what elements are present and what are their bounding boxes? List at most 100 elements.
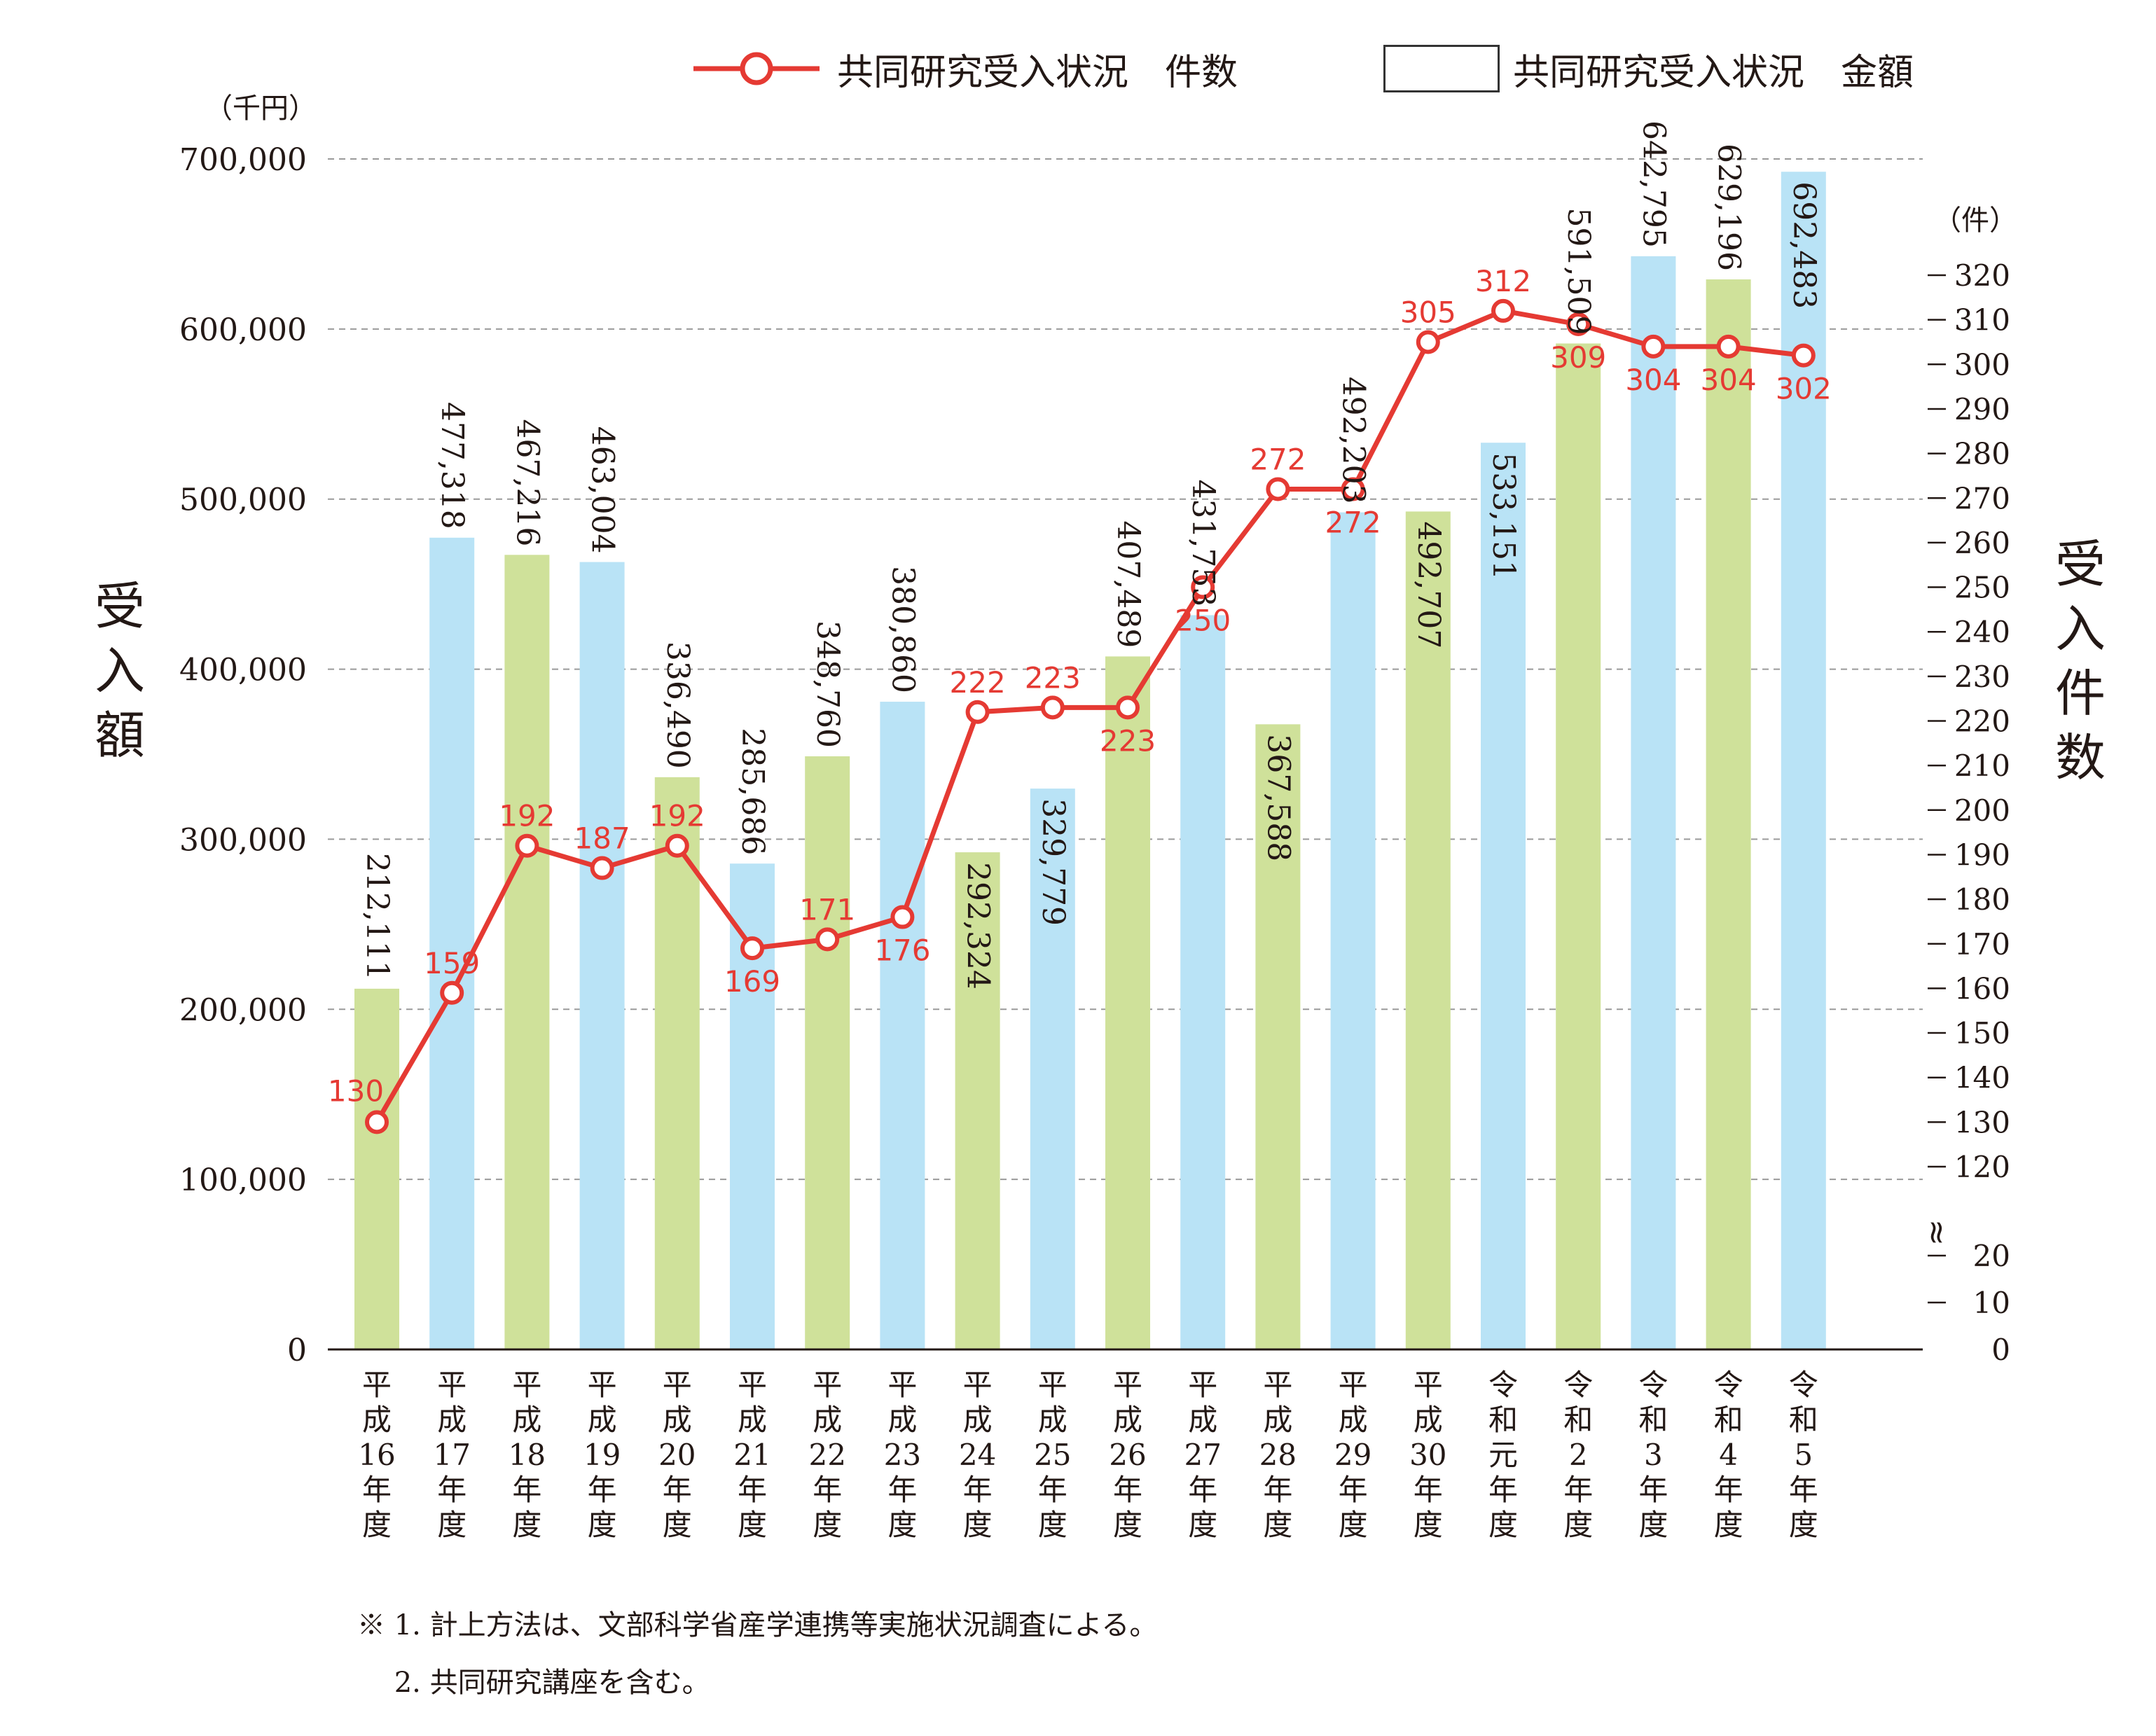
count-value-label: 171	[799, 892, 855, 926]
bar	[1481, 443, 1526, 1349]
category-label: 平	[963, 1368, 993, 1402]
bar	[805, 756, 850, 1349]
category-label: 年	[738, 1473, 767, 1507]
count-value-label: 272	[1250, 443, 1306, 477]
category-label: 16	[358, 1438, 395, 1472]
bar-value-label: 380,860	[885, 566, 920, 693]
bar	[1030, 789, 1075, 1349]
count-point	[590, 856, 614, 880]
legend-item-amount: 共同研究受入状況 金額	[1513, 41, 1914, 97]
category-label: 平	[738, 1368, 767, 1402]
category-label: 度	[1638, 1508, 1668, 1542]
category-label: 5	[1794, 1438, 1813, 1472]
count-value-label: 222	[950, 665, 1006, 700]
count-value-label: 223	[1100, 723, 1156, 758]
category-label: 度	[362, 1508, 392, 1542]
left-axis-unit: （千円）	[205, 92, 317, 125]
bar-value-label: 467,216	[509, 419, 545, 546]
category-label: 成	[1188, 1403, 1217, 1437]
left-tick-label: 400,000	[179, 653, 307, 688]
category-label: 平	[1113, 1368, 1142, 1402]
left-axis-title: 受 入 額	[88, 574, 151, 768]
category-label: 令	[1714, 1368, 1743, 1402]
right-tick-label: 220	[1954, 704, 2010, 739]
category-label: 年	[663, 1473, 692, 1507]
bar-value-label: 348,760	[810, 620, 845, 748]
bar	[1105, 656, 1150, 1349]
count-value-label: 130	[328, 1074, 384, 1108]
category-label: 和	[1563, 1403, 1593, 1437]
category-label: 22	[808, 1438, 845, 1472]
legend-label-amount: 共同研究受入状況 金額	[1513, 51, 1914, 94]
count-value-label: 192	[499, 799, 555, 833]
legend-label-count: 共同研究受入状況 件数	[837, 51, 1238, 94]
count-point	[1566, 312, 1591, 337]
bar	[579, 562, 625, 1349]
bar-value-label: 642,795	[1636, 120, 1671, 248]
category-label: 21	[733, 1438, 771, 1472]
category-label: 平	[813, 1368, 842, 1402]
count-point	[1491, 298, 1515, 323]
category-label: 度	[1263, 1508, 1292, 1542]
count-value-label: 304	[1625, 363, 1681, 397]
category-label: 平	[663, 1368, 692, 1402]
footnote-2: 2. 共同研究講座を含む。	[357, 1667, 710, 1699]
axis-break-symbol: ≈	[1919, 1219, 1956, 1247]
count-point	[665, 833, 689, 858]
right-tick-label: 260	[1954, 526, 2010, 560]
category-label: 20	[658, 1438, 696, 1472]
count-point	[440, 980, 464, 1005]
category-label: 年	[1263, 1473, 1292, 1507]
bar-value-label: 477,318	[434, 402, 470, 529]
right-tick-label: 320	[1954, 258, 2010, 293]
bar-value-label: 431,753	[1185, 480, 1221, 607]
right-tick-label: 20	[1973, 1239, 2010, 1273]
category-label: 成	[1038, 1403, 1067, 1437]
category-label: 18	[509, 1438, 546, 1472]
bar	[504, 555, 550, 1350]
category-label: 2	[1569, 1438, 1588, 1472]
labels: 212,111 477,318 467,216 463,004 336,490 285,6…	[328, 120, 1832, 1542]
bar-value-label: 591,509	[1561, 208, 1596, 335]
category-label: 平	[1263, 1368, 1292, 1402]
category-label: 平	[1188, 1368, 1217, 1402]
category-label: 度	[1714, 1508, 1743, 1542]
bar-value-label: 492,203	[1336, 377, 1371, 504]
bar	[1781, 172, 1826, 1349]
footnotes: ※ 1. 計上方法は、文部科学省産学連携等実施状況調査による。 2. 共同研究講…	[357, 1597, 1157, 1711]
right-tick-label: 300	[1954, 347, 2010, 382]
right-axis-title-char: 受	[2054, 535, 2106, 594]
bar-value-label: 367,588	[1260, 734, 1296, 861]
category-label: 28	[1259, 1438, 1297, 1472]
category-label: 度	[512, 1508, 541, 1542]
category-label: 度	[1789, 1508, 1818, 1542]
count-point	[515, 833, 539, 858]
category-label: 年	[1638, 1473, 1668, 1507]
category-label: 25	[1034, 1438, 1071, 1472]
category-label: 平	[362, 1368, 392, 1402]
category-label: 度	[1113, 1508, 1142, 1542]
category-label: 成	[512, 1403, 541, 1437]
category-label: 度	[437, 1508, 467, 1542]
category-label: 年	[1714, 1473, 1743, 1507]
right-tick-label: 250	[1954, 571, 2010, 605]
bar-value-label: 463,004	[585, 426, 621, 554]
bar	[429, 537, 475, 1350]
bar-value-label: 407,489	[1110, 520, 1146, 648]
right-axis-title-char: 数	[2054, 728, 2106, 787]
count-point	[815, 927, 840, 952]
right-axis-title: 受 入 件 数	[2049, 532, 2112, 790]
category-label: 度	[1563, 1508, 1593, 1542]
left-tick-label: 500,000	[179, 482, 307, 518]
count-value-label: 302	[1776, 372, 1832, 406]
category-label: 年	[1488, 1473, 1518, 1507]
left-axis-title-char: 入	[94, 641, 145, 700]
bar	[1706, 279, 1751, 1349]
category-label: 平	[512, 1368, 541, 1402]
category-label: 成	[1113, 1403, 1142, 1437]
category-label: 年	[1113, 1473, 1142, 1507]
count-point	[365, 1110, 389, 1134]
category-label: 成	[1414, 1403, 1443, 1437]
category-label: 和	[1789, 1403, 1818, 1437]
